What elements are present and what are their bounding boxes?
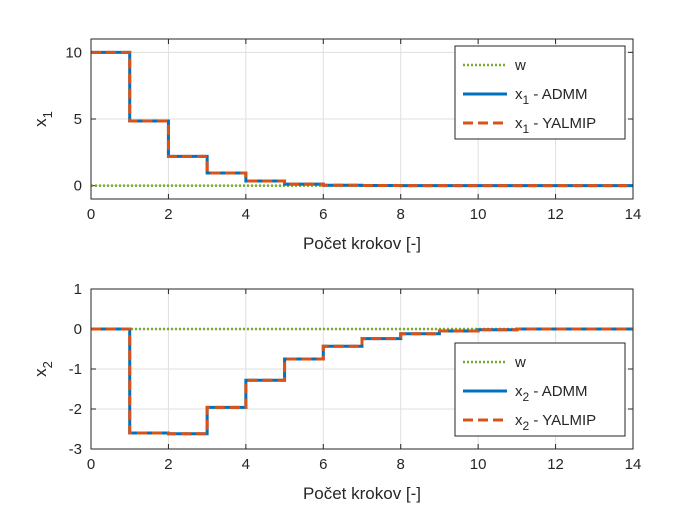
- y-tick-label: -1: [69, 361, 82, 378]
- y-tick-label: 5: [74, 111, 82, 128]
- y-tick-label: 1: [74, 281, 82, 298]
- y-tick-label: 0: [74, 178, 82, 195]
- x-tick-label: 6: [319, 456, 327, 473]
- axes-box: [90, 288, 634, 450]
- x-tick-label: 0: [87, 206, 95, 223]
- y-axis-label: x1: [31, 111, 55, 127]
- x-axis-label: Počet krokov [-]: [303, 484, 421, 503]
- legend-entry-2: x1 - YALMIP: [515, 115, 596, 136]
- x-tick-label: 4: [242, 206, 250, 223]
- x-tick-label: 14: [625, 456, 642, 473]
- x-tick-label: 6: [319, 206, 327, 223]
- x-tick-label: 4: [242, 456, 250, 473]
- x-tick-label: 8: [397, 456, 405, 473]
- x-tick-label: 10: [470, 456, 487, 473]
- x-tick-label: 12: [547, 456, 564, 473]
- plot-x2: 0 2 4 6 8 10 12 14 -3 -2 -1 0 1 Počet krokov [-] x2 w x2…: [31, 281, 641, 503]
- legend-entry-0: w: [514, 354, 526, 371]
- x-tick-label: 8: [397, 206, 405, 223]
- y-tick-label: 0: [74, 321, 82, 338]
- legend-entry-1: x1 - ADMM: [515, 86, 588, 107]
- legend: w x1 - ADMM x1 - YALMIP: [454, 45, 626, 140]
- x-tick-label: 2: [164, 206, 172, 223]
- y-tick-label: -2: [69, 401, 82, 418]
- x-tick-label: 2: [164, 456, 172, 473]
- plot-x1: 0 2 4 6 8 10 12 14 0 5 10 Počet krokov [-] x1 w x1 - A…: [31, 38, 642, 253]
- series-line-2: [91, 327, 633, 436]
- x-tick-label: 10: [470, 206, 487, 223]
- legend: w x2 - ADMM x2 - YALMIP: [454, 342, 626, 437]
- x-tick-label: 14: [625, 206, 642, 223]
- x-tick-label: 12: [547, 206, 564, 223]
- axes-box: [90, 38, 634, 200]
- legend-entry-0: w: [514, 57, 526, 74]
- y-axis-label: x2: [31, 361, 55, 377]
- x-tick-label: 0: [87, 456, 95, 473]
- y-tick-label: -3: [69, 441, 82, 458]
- legend-entry-1: x2 - ADMM: [515, 383, 588, 404]
- legend-entry-2: x2 - YALMIP: [515, 412, 596, 433]
- y-tick-label: 10: [65, 44, 82, 61]
- x-axis-label: Počet krokov [-]: [303, 234, 421, 253]
- series-line-2: [91, 50, 633, 188]
